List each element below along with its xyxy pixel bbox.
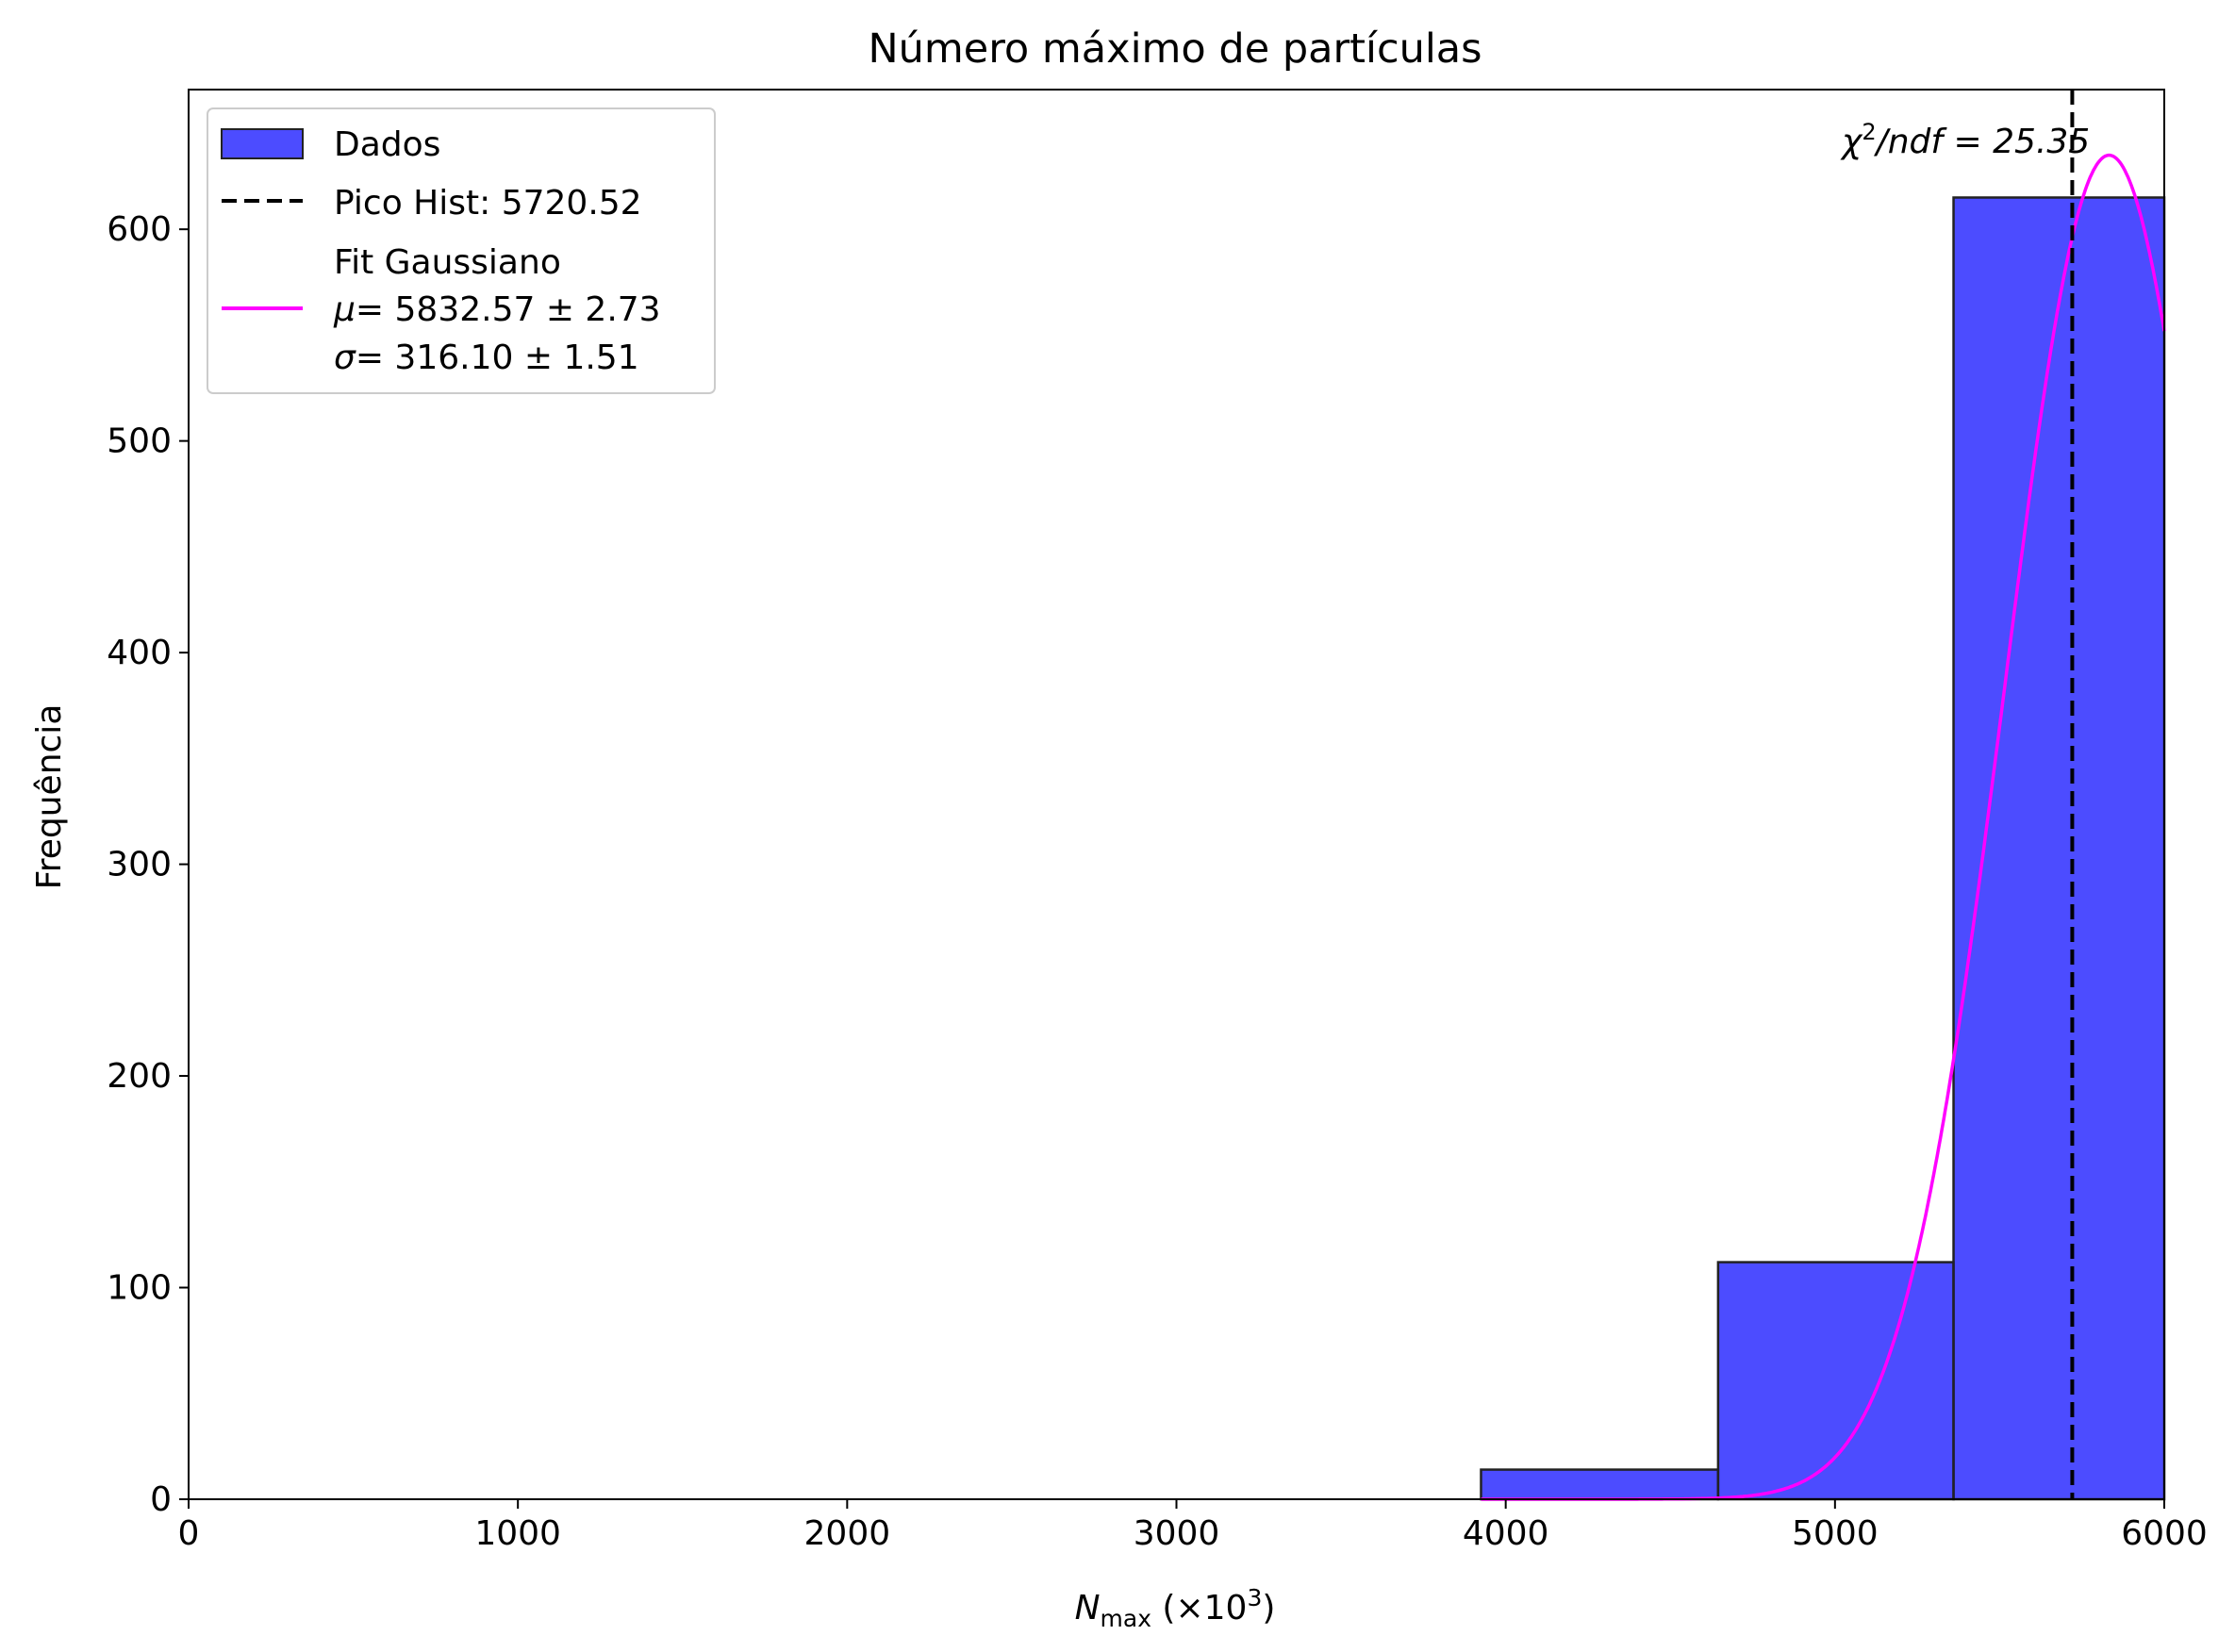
legend-frame bbox=[207, 107, 716, 394]
x-tick-label: 4000 bbox=[1463, 1514, 1549, 1553]
legend-label-mu: μ= 5832.57 ± 2.73 bbox=[333, 290, 661, 329]
y-tick-label: 400 bbox=[107, 634, 172, 672]
sigma-value: = 316.10 ± 1.51 bbox=[356, 339, 639, 377]
legend-label-sigma: σ= 316.10 ± 1.51 bbox=[334, 339, 639, 377]
x-tick-label: 3000 bbox=[1134, 1514, 1220, 1553]
histogram-bars bbox=[1480, 196, 2166, 1501]
xlabel-unit-post: ) bbox=[1262, 1589, 1275, 1627]
x-tick-label: 5000 bbox=[1792, 1514, 1879, 1553]
mu-symbol: μ bbox=[333, 290, 356, 329]
xlabel-var: N bbox=[1075, 1589, 1101, 1627]
legend-swatch-dados bbox=[221, 128, 304, 159]
histogram-bar-1 bbox=[1716, 1261, 1955, 1501]
y-tick-label: 0 bbox=[150, 1480, 172, 1519]
histogram-bar-2 bbox=[1952, 196, 2166, 1501]
x-tick-label: 6000 bbox=[2121, 1514, 2208, 1553]
xlabel-unit-sup: 3 bbox=[1247, 1584, 1262, 1611]
xlabel-sub: max bbox=[1101, 1605, 1151, 1632]
x-tick-label: 1000 bbox=[474, 1514, 561, 1553]
y-tick-label: 300 bbox=[107, 846, 172, 884]
x-axis-ticks: 0 1000 2000 3000 4000 5000 6000 bbox=[178, 1499, 2208, 1553]
chi2-annotation: χ2/ndf = 25.35 bbox=[1840, 119, 2090, 161]
mu-value: = 5832.57 ± 2.73 bbox=[356, 290, 661, 329]
histogram-bar-0 bbox=[1480, 1468, 1720, 1501]
y-axis-ticks: 0 100 200 300 400 500 600 bbox=[107, 210, 189, 1519]
legend: Dados Pico Hist: 5720.52 Fit Gaussiano μ… bbox=[207, 107, 716, 394]
x-tick-label: 2000 bbox=[804, 1514, 891, 1553]
y-axis-label: Frequência bbox=[30, 704, 69, 890]
chi2-value: /ndf = 25.35 bbox=[1874, 123, 2091, 161]
chi2-sup: 2 bbox=[1862, 119, 1876, 145]
y-tick-label: 200 bbox=[107, 1057, 172, 1096]
x-tick-label: 0 bbox=[178, 1514, 200, 1553]
chart-title: Número máximo de partículas bbox=[868, 25, 1482, 73]
y-tick-label: 600 bbox=[107, 210, 172, 249]
legend-label-fit: Fit Gaussiano bbox=[334, 243, 561, 282]
y-tick-label: 100 bbox=[107, 1269, 172, 1308]
sigma-symbol: σ bbox=[334, 339, 356, 377]
xlabel-unit-pre: (×10 bbox=[1151, 1589, 1247, 1627]
legend-label-peak: Pico Hist: 5720.52 bbox=[334, 184, 642, 223]
chi2-symbol: χ bbox=[1840, 123, 1863, 161]
x-axis-label: Nmax (×103) bbox=[1075, 1584, 1276, 1632]
y-tick-label: 500 bbox=[107, 422, 172, 461]
legend-label-dados: Dados bbox=[334, 125, 440, 164]
